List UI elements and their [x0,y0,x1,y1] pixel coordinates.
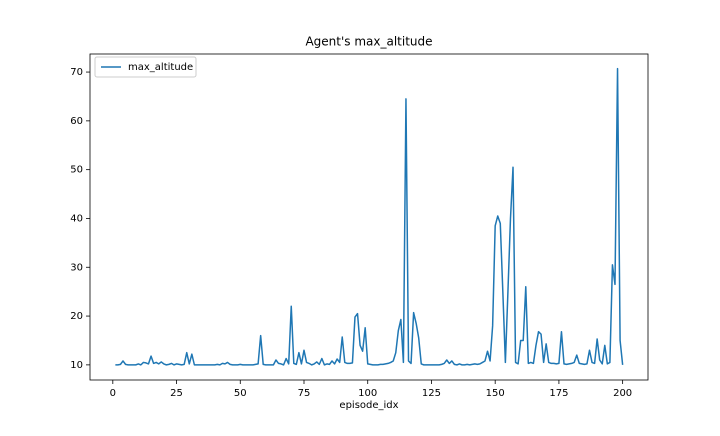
x-tick-label: 100 [358,388,377,399]
y-tick-label: 10 [70,360,83,371]
x-tick-label: 25 [170,388,183,399]
legend-box [94,56,197,78]
y-tick-label: 60 [70,116,83,127]
chart-title: Agent's max_altitude [305,35,432,49]
data-line [115,67,624,366]
y-tick-label: 70 [70,67,83,78]
x-axis-label: episode_idx [339,400,398,411]
x-tick-label: 200 [613,388,632,399]
x-tick-label: 175 [549,388,568,399]
x-tick-label: 50 [234,388,247,399]
x-tick-label: 125 [422,388,441,399]
x-tick-label: 150 [486,388,505,399]
y-tick-label: 20 [70,311,83,322]
y-tick-label: 50 [70,165,83,176]
legend-label: max_altitude [128,62,193,73]
axes-frame [89,53,649,381]
y-tick-label: 30 [70,262,83,273]
x-tick-label: 75 [298,388,311,399]
x-tick-label: 0 [110,388,116,399]
y-tick-label: 40 [70,213,83,224]
